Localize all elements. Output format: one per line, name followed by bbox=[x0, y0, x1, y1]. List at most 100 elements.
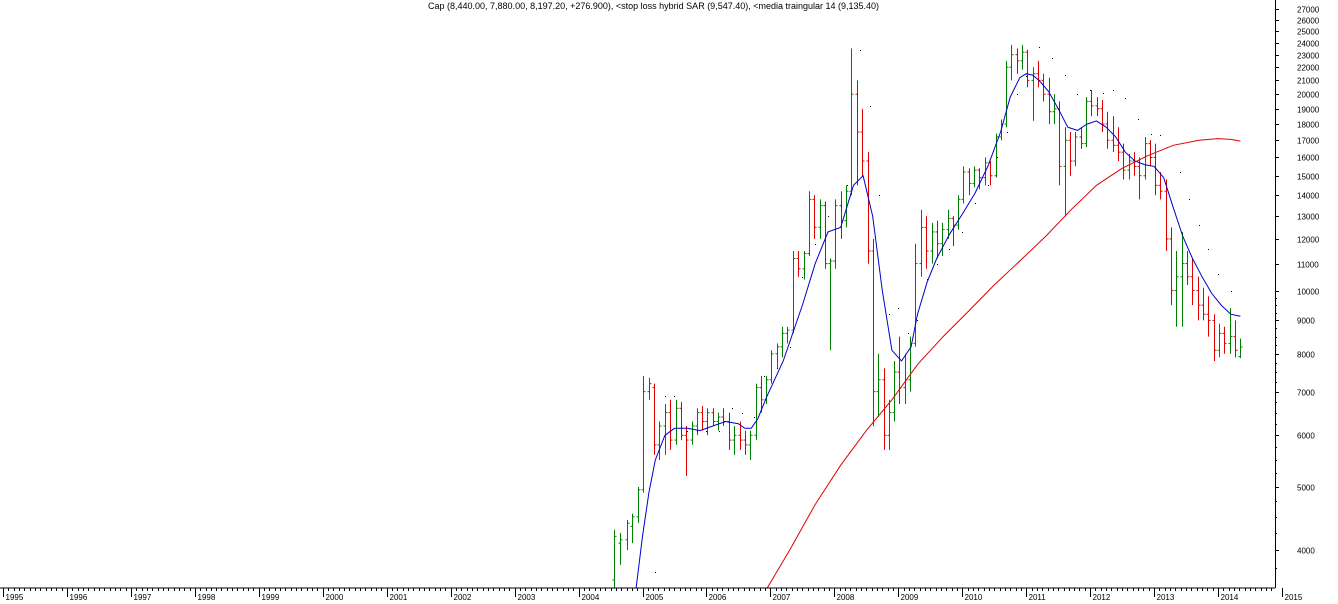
sar-point bbox=[847, 185, 848, 186]
ohlc-bar bbox=[1196, 276, 1201, 321]
y-tick-label: 9000 bbox=[1297, 317, 1315, 326]
y-tick-label: 11000 bbox=[1297, 261, 1319, 270]
ohlc-bar bbox=[668, 399, 673, 450]
y-tick-label: 15000 bbox=[1297, 173, 1320, 182]
x-tick-label: 2007 bbox=[773, 593, 791, 602]
ohlc-bar bbox=[1052, 94, 1057, 125]
ohlc-bar bbox=[844, 185, 849, 228]
ohlc-bar bbox=[1084, 97, 1089, 148]
y-tick-label: 14000 bbox=[1297, 192, 1320, 201]
y-tick-label: 6000 bbox=[1297, 432, 1315, 441]
ohlc-bar bbox=[625, 519, 630, 551]
x-tick-label: 2005 bbox=[646, 593, 664, 602]
ohlc-bar bbox=[1180, 231, 1185, 327]
ohlc-bar bbox=[1228, 308, 1233, 354]
ohlc-bar bbox=[1100, 99, 1105, 133]
sar-point bbox=[1026, 76, 1027, 77]
ohlc-bar bbox=[1095, 97, 1100, 117]
ohlc-bar bbox=[1190, 258, 1195, 306]
ohlc-bar bbox=[961, 166, 966, 204]
sar-point bbox=[1160, 135, 1161, 136]
sar-point bbox=[889, 314, 890, 315]
ohlc-bar bbox=[754, 383, 759, 441]
ohlc-bar bbox=[1212, 314, 1217, 361]
ohlc-bar bbox=[743, 430, 748, 455]
ohlc-bar bbox=[1068, 132, 1073, 176]
sar-point bbox=[790, 347, 791, 348]
ohlc-bar bbox=[674, 399, 679, 445]
x-tick-label: 2013 bbox=[1157, 593, 1175, 602]
ohlc-bar bbox=[769, 350, 774, 384]
sar-point bbox=[1065, 75, 1066, 76]
sar-point bbox=[1199, 225, 1200, 226]
ohlc-bar bbox=[652, 383, 657, 455]
ohlc-bar bbox=[1169, 227, 1174, 306]
sar-point bbox=[1007, 132, 1008, 133]
ohlc-bar bbox=[1036, 60, 1041, 88]
sar-point bbox=[828, 216, 829, 217]
ohlc-bar bbox=[1143, 136, 1148, 180]
sar-point bbox=[1151, 134, 1152, 135]
x-tick-label: 2008 bbox=[837, 593, 855, 602]
ohlc-bar bbox=[657, 421, 662, 460]
ohlc-bar bbox=[727, 412, 732, 450]
y-tick-label: 26000 bbox=[1297, 17, 1320, 26]
y-tick-label: 21000 bbox=[1297, 77, 1320, 86]
ohlc-bar bbox=[802, 250, 807, 280]
chart-title: Cap (8,440.00, 7,880.00, 8,197.20, +276.… bbox=[428, 1, 880, 11]
sar-point bbox=[719, 431, 720, 432]
ohlc-bar bbox=[1105, 111, 1110, 149]
ohlc-bar bbox=[1164, 179, 1169, 251]
sar-point bbox=[1052, 58, 1053, 59]
ohlc-bar bbox=[988, 160, 993, 186]
sar-point bbox=[927, 279, 928, 280]
ohlc-bar bbox=[732, 426, 737, 455]
ohlc-bar bbox=[663, 404, 668, 455]
long-ma-line bbox=[766, 138, 1241, 588]
sar-point bbox=[997, 157, 998, 158]
ohlc-bar bbox=[818, 199, 823, 239]
y-tick-label: 17000 bbox=[1297, 137, 1320, 146]
ohlc-bar bbox=[716, 412, 721, 431]
ohlc-bar bbox=[700, 406, 705, 431]
y-tick-label: 27000 bbox=[1297, 6, 1320, 15]
ohlc-bar bbox=[1079, 127, 1084, 149]
sar-point bbox=[975, 203, 976, 204]
x-tick-label: 2010 bbox=[965, 593, 983, 602]
sar-point bbox=[815, 244, 816, 245]
ohlc-bar bbox=[1217, 323, 1222, 358]
y-tick-label: 12000 bbox=[1297, 236, 1320, 245]
y-tick-label: 16000 bbox=[1297, 154, 1320, 163]
x-tick-label: 2011 bbox=[1029, 593, 1047, 602]
ohlc-bar bbox=[807, 191, 812, 256]
ohlc-bar bbox=[1047, 77, 1052, 125]
sar-point bbox=[949, 249, 950, 250]
ohlc-bar bbox=[636, 486, 641, 524]
x-tick-label: 2014 bbox=[1221, 593, 1239, 602]
y-tick-label: 23000 bbox=[1297, 52, 1320, 61]
y-tick-label: 24000 bbox=[1297, 40, 1320, 49]
ohlc-bar bbox=[641, 375, 646, 493]
sar-point bbox=[697, 431, 698, 432]
sar-point bbox=[860, 50, 861, 51]
sar-point bbox=[1077, 94, 1078, 95]
ohlc-bar bbox=[1041, 73, 1046, 102]
x-tick-label: 1996 bbox=[70, 593, 88, 602]
ohlc-bar bbox=[1238, 338, 1243, 359]
ohlc-bar bbox=[748, 430, 753, 460]
ohlc-bar bbox=[919, 209, 924, 277]
ohlc-bar bbox=[1127, 153, 1132, 180]
sar-point bbox=[802, 277, 803, 278]
ohlc-bar bbox=[791, 250, 796, 334]
sar-point bbox=[1090, 90, 1091, 91]
sar-point bbox=[665, 396, 666, 397]
sar-point bbox=[1125, 98, 1126, 99]
ohlc-bar bbox=[860, 108, 865, 176]
y-tick-label: 7000 bbox=[1297, 389, 1315, 398]
ohlc-bar bbox=[1025, 49, 1030, 88]
sar-point bbox=[898, 308, 899, 309]
ohlc-bar bbox=[695, 408, 700, 436]
ohlc-bar bbox=[1174, 250, 1179, 327]
x-tick-label: 2015 bbox=[1285, 593, 1303, 602]
ohlc-bar bbox=[951, 216, 956, 247]
